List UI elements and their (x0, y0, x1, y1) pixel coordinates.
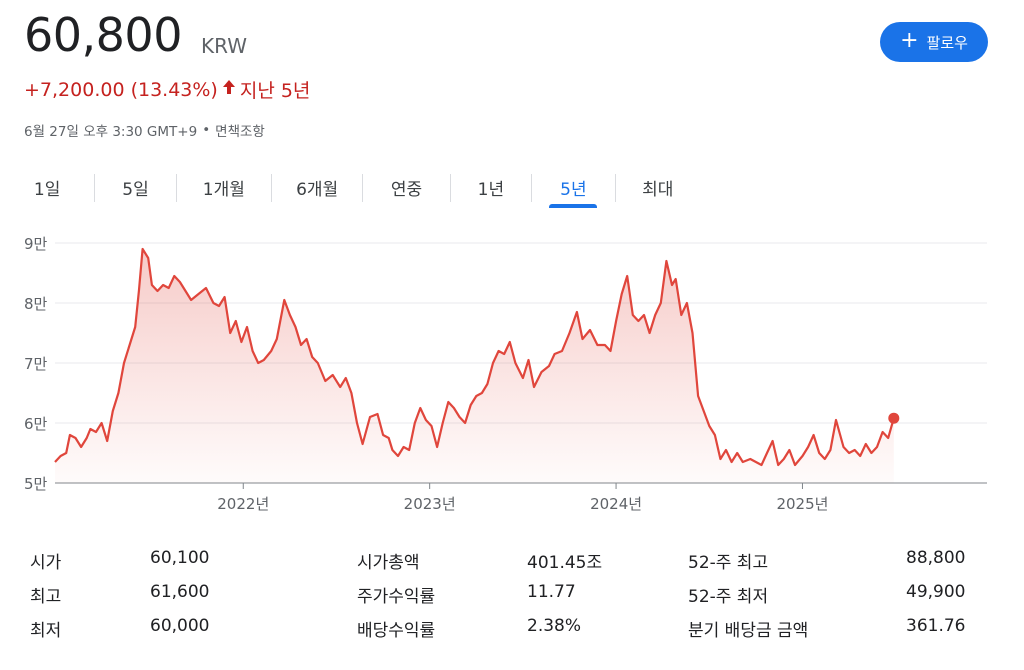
stat-label: 주가수익률 (357, 587, 436, 607)
y-tick-label: 7만 (24, 355, 48, 373)
stat-label: 52-주 최저 (688, 587, 769, 607)
arrow-up-icon (222, 79, 236, 100)
quote-timestamp: 6월 27일 오후 3:30 GMT+9 (24, 124, 198, 140)
range-tabs: 1일 5일 1개월 6개월 연중 1년 5년 최대 (0, 166, 700, 210)
current-price-dot (888, 412, 900, 424)
stat-label: 시가 (30, 553, 62, 573)
stat-label: 최고 (30, 587, 62, 607)
quote-meta: 6월 27일 오후 3:30 GMT+9 • 면책조항 (24, 120, 265, 140)
currency-code: KRW (201, 34, 247, 58)
x-tick-label: 2024년 (590, 495, 642, 513)
tab-max[interactable]: 최대 (616, 166, 700, 208)
stat-value: 60,100 (150, 548, 210, 568)
price-area-fill (55, 249, 894, 483)
follow-button[interactable]: + 팔로우 (880, 22, 988, 62)
tab-label: 1개월 (202, 179, 245, 200)
tab-label: 5년 (560, 179, 587, 200)
x-tick-label: 2025년 (776, 495, 828, 513)
y-tick-label: 8만 (24, 295, 48, 313)
stat-value: 49,900 (906, 582, 966, 602)
tab-label: 5일 (122, 179, 149, 200)
meta-separator: • (202, 122, 211, 138)
disclaimer-link[interactable]: 면책조항 (215, 124, 265, 140)
tab-divider (175, 174, 177, 202)
tab-1m[interactable]: 1개월 (177, 166, 271, 208)
price-change: +7,200.00 (13.43%) 지난 5년 (24, 76, 310, 103)
stat-row: 시가 60,100 시가총액 401.45조 52-주 최고 88,800 (0, 548, 1024, 578)
y-tick-label: 9만 (24, 235, 48, 253)
stat-value: 361.76 (906, 616, 966, 636)
tab-label: 1일 (33, 179, 61, 200)
tab-label: 최대 (642, 179, 674, 200)
y-tick-label: 5만 (24, 475, 48, 493)
price-change-value: +7,200.00 (13.43%) (24, 78, 218, 101)
stat-value: 60,000 (150, 616, 210, 636)
price-chart[interactable]: 9만 8만 7만 6만 5만 2022년 2023년 2024년 2025년 (0, 225, 1000, 525)
tab-divider (94, 174, 96, 202)
tab-label: 연중 (390, 179, 423, 200)
y-tick-label: 6만 (24, 415, 48, 433)
tab-5y[interactable]: 5년 (532, 166, 614, 208)
tab-divider (449, 174, 451, 202)
tab-5d[interactable]: 5일 (95, 166, 176, 208)
x-tick-label: 2022년 (217, 495, 269, 513)
tab-label: 6개월 (296, 179, 339, 200)
stat-label: 시가총액 (357, 553, 420, 573)
stat-label: 52-주 최고 (688, 553, 769, 573)
stat-row: 최고 61,600 주가수익률 11.77 52-주 최저 49,900 (0, 582, 1024, 612)
price-line (54, 247, 895, 467)
tab-divider (362, 174, 364, 202)
tab-1y[interactable]: 1년 (451, 166, 532, 208)
follow-button-label: 팔로우 (926, 33, 968, 52)
tab-1d[interactable]: 1일 (0, 166, 94, 208)
stat-label: 분기 배당금 금액 (688, 621, 809, 641)
stat-value: 11.77 (527, 582, 576, 602)
tab-divider (614, 174, 616, 202)
tab-divider (270, 174, 272, 202)
tab-ytd[interactable]: 연중 (363, 166, 449, 208)
stock-price: 60,800 (24, 8, 182, 62)
stat-value: 401.45조 (527, 553, 603, 573)
plus-icon: + (900, 28, 919, 53)
stat-label: 배당수익률 (357, 621, 436, 641)
tab-6m[interactable]: 6개월 (272, 166, 362, 208)
stat-value: 61,600 (150, 582, 210, 602)
stat-value: 2.38% (527, 616, 582, 636)
x-tick-label: 2023년 (404, 495, 456, 513)
price-change-period: 지난 5년 (239, 80, 311, 102)
stat-label: 최저 (30, 621, 62, 641)
tab-label: 1년 (477, 179, 505, 200)
stat-row: 최저 60,000 배당수익률 2.38% 분기 배당금 금액 361.76 (0, 616, 1024, 646)
stat-value: 88,800 (906, 548, 966, 568)
